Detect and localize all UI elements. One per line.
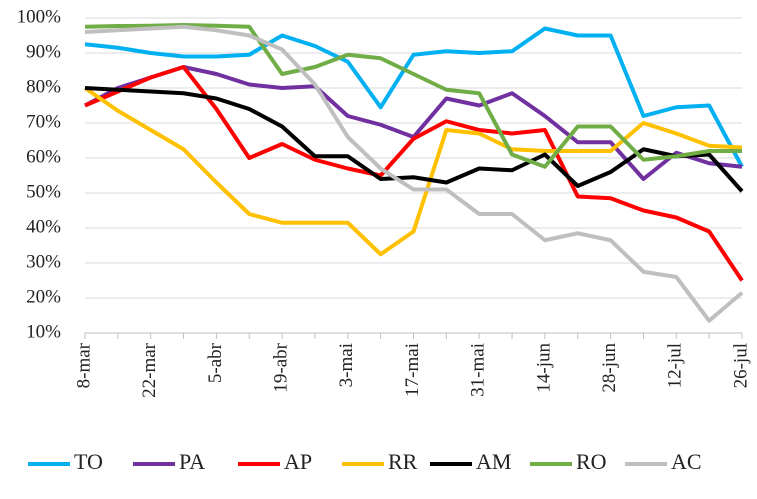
y-tick-label: 10% [26, 321, 61, 342]
legend-label: AC [671, 449, 702, 474]
legend-item: AP [238, 449, 312, 474]
y-tick-label: 40% [26, 216, 61, 237]
x-tick-label: 28-jun [599, 343, 620, 393]
y-tick-label: 100% [17, 6, 62, 27]
legend-label: PA [179, 449, 205, 474]
legend-item: RO [530, 449, 607, 474]
x-tick-label: 12-jul [665, 343, 686, 388]
series-line [84, 65, 744, 282]
x-tick-label: 31-mai [468, 343, 489, 397]
x-tick-label: 17-mai [402, 343, 423, 397]
legend-label: RR [388, 449, 418, 474]
legend-label: TO [74, 449, 103, 474]
series-line [84, 23, 742, 169]
y-tick-label: 20% [26, 286, 61, 307]
legend-label: AM [476, 449, 511, 474]
x-tick-label: 14-jun [533, 343, 554, 393]
x-tick-label: 3-mai [336, 343, 357, 387]
legend-item: RR [342, 449, 418, 474]
series-line [83, 86, 743, 257]
x-tick-label: 22-mar [139, 342, 160, 398]
legend-item: AM [430, 449, 511, 474]
y-tick-label: 90% [26, 41, 61, 62]
series-line [84, 24, 744, 323]
y-tick-label: 30% [26, 251, 61, 272]
y-tick-label: 80% [26, 76, 61, 97]
x-tick-label: 26-jul [730, 343, 751, 388]
series-line [84, 26, 744, 168]
legend-item: TO [28, 449, 103, 474]
x-tick-label: 8-mar [73, 342, 94, 388]
series-line [84, 86, 744, 193]
legend-label: RO [576, 449, 607, 474]
y-tick-label: 70% [26, 111, 61, 132]
legend-item: PA [133, 449, 205, 474]
y-tick-label: 50% [26, 181, 61, 202]
y-tick-label: 60% [26, 146, 61, 167]
x-tick-label: 5-abr [205, 342, 226, 383]
legend-label: AP [284, 449, 312, 474]
x-tick-label: 19-abr [270, 342, 291, 392]
legend-item: AC [625, 449, 702, 474]
